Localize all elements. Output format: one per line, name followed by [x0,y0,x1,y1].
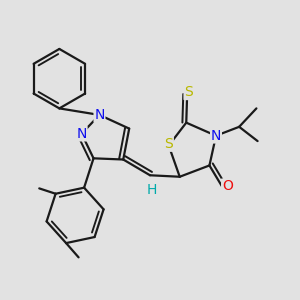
Text: H: H [146,182,157,197]
Text: N: N [94,108,105,122]
Text: S: S [164,137,173,151]
Text: N: N [76,127,87,141]
Text: N: N [211,129,221,143]
Text: S: S [184,85,193,99]
Text: O: O [222,179,233,193]
